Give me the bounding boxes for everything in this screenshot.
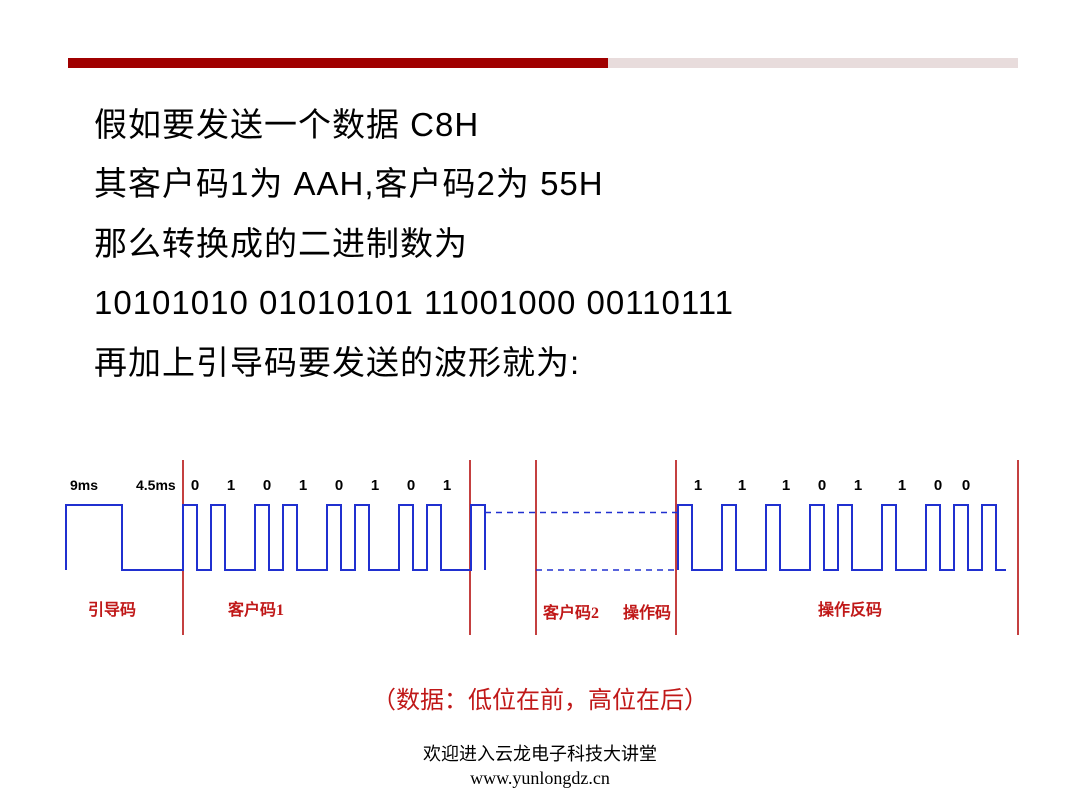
svg-text:0: 0: [934, 477, 942, 494]
waveform-svg: 9ms 4.5ms 0 1 0 1 0 1 0 1 1 1 1 0 1 1 0 0 引导码 客户码1 客户码2 操作码 操作…: [58, 450, 1038, 650]
svg-text:引导码: 引导码: [88, 601, 136, 619]
svg-text:0: 0: [962, 477, 970, 494]
svg-text:9ms: 9ms: [70, 477, 98, 493]
accent-bar: [68, 58, 608, 68]
svg-text:0: 0: [818, 477, 826, 494]
svg-text:0: 0: [407, 477, 415, 494]
svg-text:0: 0: [335, 477, 343, 494]
text-line-5: 再加上引导码要发送的波形就为:: [94, 333, 734, 392]
text-line-3: 那么转换成的二进制数为: [94, 214, 734, 273]
body-text: 假如要发送一个数据 C8H 其客户码1为 AAH,客户码2为 55H 那么转换成…: [94, 95, 734, 392]
svg-text:4.5ms: 4.5ms: [136, 477, 176, 493]
svg-text:客户码1: 客户码1: [228, 600, 284, 619]
svg-text:1: 1: [371, 477, 379, 494]
svg-text:1: 1: [227, 477, 235, 494]
text-line-2: 其客户码1为 AAH,客户码2为 55H: [94, 154, 734, 213]
text-line-4: 10101010 01010101 11001000 00110111: [94, 273, 734, 332]
footer: 欢迎进入云龙电子科技大讲堂 www.yunlongdz.cn: [0, 743, 1080, 790]
svg-text:1: 1: [738, 477, 746, 494]
footer-line-2: www.yunlongdz.cn: [0, 767, 1080, 790]
svg-text:0: 0: [263, 477, 271, 494]
svg-text:1: 1: [299, 477, 307, 494]
note-text: （数据：低位在前，高位在后）: [0, 680, 1080, 715]
waveform-diagram: 9ms 4.5ms 0 1 0 1 0 1 0 1 1 1 1 0 1 1 0 0 引导码 客户码1 客户码2 操作码 操作…: [58, 450, 1038, 650]
svg-text:客户码2: 客户码2: [543, 603, 599, 622]
accent-bar-light: [608, 58, 1018, 68]
svg-text:1: 1: [898, 477, 906, 494]
svg-text:0: 0: [191, 477, 199, 494]
text-line-1: 假如要发送一个数据 C8H: [94, 95, 734, 154]
svg-text:1: 1: [854, 477, 862, 494]
svg-text:1: 1: [443, 477, 451, 494]
svg-text:操作码: 操作码: [623, 603, 671, 622]
footer-line-1: 欢迎进入云龙电子科技大讲堂: [0, 743, 1080, 766]
svg-text:1: 1: [782, 477, 790, 494]
svg-text:操作反码: 操作反码: [818, 600, 882, 619]
svg-text:1: 1: [694, 477, 702, 494]
